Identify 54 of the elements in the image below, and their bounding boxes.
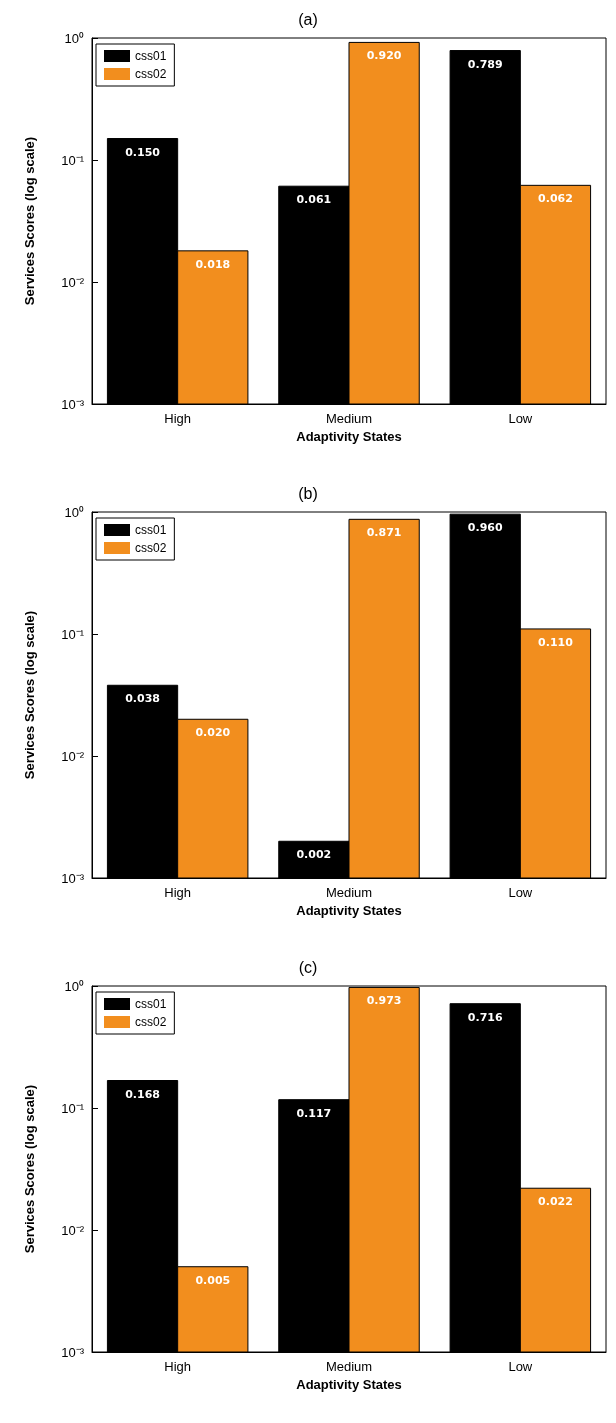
- x-tick-label: Low: [508, 885, 533, 900]
- data-label: 0.002: [296, 848, 332, 862]
- y-axis-title: Services Scores (log scale): [22, 610, 37, 780]
- y-tick-label: 10⁻³: [61, 1344, 85, 1360]
- y-tick-label: 10⁻¹: [61, 1100, 85, 1116]
- data-label: 0.150: [125, 145, 161, 159]
- data-label: 0.020: [195, 726, 231, 740]
- y-tick-label: 10⁻²: [61, 1222, 85, 1238]
- data-label: 0.061: [296, 193, 332, 207]
- data-label: 0.716: [467, 1010, 503, 1024]
- y-tick-label: 10⁻²: [61, 274, 85, 290]
- data-label: 0.973: [366, 994, 402, 1008]
- y-tick-label: 10⁰: [64, 30, 84, 46]
- data-label: 0.168: [125, 1087, 160, 1101]
- x-tick-label: Low: [508, 411, 533, 426]
- x-axis-title: Adaptivity States: [296, 1377, 402, 1392]
- x-tick-label: Medium: [325, 411, 373, 426]
- data-label: 0.022: [538, 1195, 573, 1209]
- x-tick-label: High: [164, 885, 192, 900]
- y-tick-label: 10⁻¹: [61, 152, 85, 168]
- chart-title: (c): [298, 958, 318, 976]
- data-label: 0.920: [366, 49, 402, 63]
- data-label: 0.960: [467, 521, 503, 535]
- y-tick-label: 10⁻¹: [61, 626, 85, 642]
- y-tick-label: 10⁰: [64, 504, 84, 520]
- y-tick-label: 10⁻²: [61, 748, 85, 764]
- y-axis-title: Services Scores (log scale): [22, 1084, 37, 1254]
- x-tick-label: High: [164, 1359, 192, 1374]
- chart-title: (a): [298, 10, 318, 28]
- legend-label: css01: [135, 997, 167, 1011]
- y-tick-label: 10⁰: [64, 978, 84, 994]
- data-label: 0.038: [125, 692, 160, 706]
- data-label: 0.110: [538, 635, 574, 649]
- x-axis-title: Adaptivity States: [296, 903, 402, 918]
- x-tick-label: Medium: [325, 1359, 373, 1374]
- y-tick-label: 10⁻³: [61, 870, 85, 886]
- data-label: 0.062: [538, 192, 573, 206]
- data-label: 0.871: [366, 526, 402, 540]
- data-label: 0.018: [195, 257, 231, 271]
- data-label: 0.005: [195, 1273, 231, 1287]
- y-tick-label: 10⁻³: [61, 396, 85, 412]
- x-tick-label: High: [164, 411, 192, 426]
- data-label: 0.117: [296, 1106, 332, 1120]
- data-label: 0.789: [467, 57, 503, 71]
- x-axis-title: Adaptivity States: [296, 429, 402, 444]
- legend-label: css01: [135, 49, 167, 63]
- y-axis-title: Services Scores (log scale): [22, 136, 37, 306]
- legend-label: css02: [135, 1015, 167, 1029]
- x-tick-label: Medium: [325, 885, 373, 900]
- chart-title: (b): [298, 484, 318, 502]
- x-tick-label: Low: [508, 1359, 533, 1374]
- legend-label: css01: [135, 523, 167, 537]
- legend-label: css02: [135, 67, 167, 81]
- legend-label: css02: [135, 541, 167, 555]
